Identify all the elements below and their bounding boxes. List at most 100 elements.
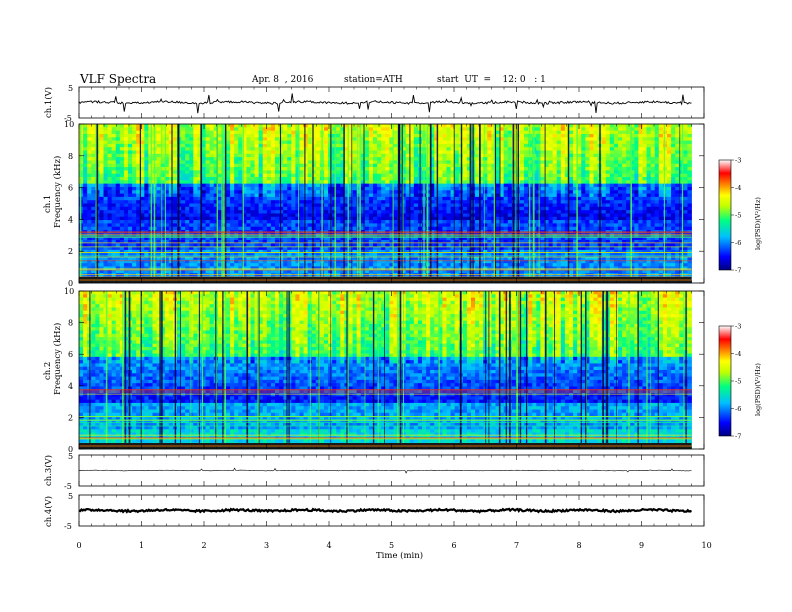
spec-cell: [246, 213, 251, 218]
spec-cell: [291, 196, 296, 201]
spec-cell: [242, 177, 247, 181]
spec-cell: [136, 193, 141, 198]
spec-cell: [226, 203, 231, 208]
spec-cell: [385, 147, 390, 151]
spec-cell: [144, 177, 149, 181]
spec-cell: [307, 177, 313, 181]
spec-cell: [283, 263, 288, 267]
spec-cell: [258, 249, 264, 254]
spec-cell: [487, 163, 492, 168]
spec-cell: [132, 157, 137, 161]
spec-cell: [197, 150, 202, 155]
spec-cell: [352, 130, 358, 135]
spec-cell: [119, 223, 125, 228]
spec-cell: [307, 246, 313, 251]
spec-cell: [168, 143, 174, 148]
spec-cell: [348, 167, 353, 171]
spec-cell: [226, 157, 231, 161]
spec-cell: [250, 249, 255, 254]
spec-cell: [221, 253, 227, 257]
spec-cell: [438, 220, 443, 224]
spec-cell: [107, 183, 113, 188]
spec-cell: [111, 183, 117, 188]
spec-cell: [266, 147, 272, 151]
spec-cell: [99, 253, 104, 257]
spec-cell: [189, 263, 194, 267]
spec-cell: [442, 226, 447, 231]
spec-cell: [483, 253, 488, 257]
spec-cell: [160, 249, 166, 254]
spec-cell: [315, 147, 321, 151]
spec-cell: [99, 180, 104, 185]
spec-cell: [119, 206, 125, 211]
spec-cell: [83, 259, 88, 264]
spec-cell: [360, 213, 366, 218]
spec-cell: [311, 259, 317, 264]
spec-cell: [217, 243, 223, 247]
spec-cell: [381, 220, 386, 224]
spec-cell: [144, 137, 149, 141]
spec-cell: [348, 157, 353, 161]
spec-cell: [189, 130, 194, 135]
spec-cell: [189, 259, 194, 264]
spec-cell: [336, 183, 341, 188]
spec-cell: [230, 163, 235, 168]
spec-cell: [373, 259, 378, 264]
spec-cell: [438, 173, 443, 178]
spec-cell: [193, 196, 198, 201]
spec-cell: [132, 190, 137, 194]
spec-cell: [136, 173, 141, 178]
spec-cell: [336, 127, 341, 132]
spec-cell: [393, 140, 398, 145]
spec-cell: [483, 177, 488, 181]
spec-cell: [246, 236, 251, 241]
spec-cell: [315, 246, 321, 251]
spec-cell: [197, 266, 202, 271]
spec-cell: [487, 193, 492, 198]
spec-cell: [193, 163, 198, 168]
spec-cell: [377, 213, 382, 218]
spec-cell: [115, 220, 121, 224]
spec-cell: [156, 256, 162, 261]
spec-cell: [307, 203, 313, 208]
spec-cell: [164, 263, 170, 267]
spec-cell: [99, 177, 104, 181]
spec-cell: [377, 133, 382, 138]
spec-cell: [123, 263, 129, 267]
spec-cell: [189, 196, 194, 201]
spec-cell: [250, 140, 255, 145]
spec-cell: [254, 157, 260, 161]
spec-cell: [291, 210, 296, 214]
spec-cell: [201, 203, 206, 208]
spec-cell: [262, 167, 268, 171]
spec-cell: [213, 133, 219, 138]
spec-cell: [368, 160, 374, 165]
spec-cell: [87, 153, 92, 158]
spec-cell: [270, 130, 276, 135]
spec-cell: [226, 133, 231, 138]
spec-cell: [495, 259, 500, 264]
spec-cell: [205, 269, 211, 274]
spec-cell: [172, 137, 178, 141]
spec-cell: [373, 203, 378, 208]
spec-cell: [368, 213, 374, 218]
spec-cell: [250, 269, 255, 274]
spec-cell: [99, 249, 104, 254]
spec-cell: [328, 170, 333, 175]
spec-cell: [242, 130, 247, 135]
spec-cell: [83, 170, 88, 175]
spec-cell: [99, 226, 104, 231]
spec-cell: [209, 213, 215, 218]
spec-cell: [324, 263, 329, 267]
spec-cell: [160, 183, 166, 188]
spec-cell: [201, 177, 206, 181]
spec-cell: [462, 143, 468, 148]
spec-cell: [324, 200, 329, 204]
spec-cell: [238, 216, 243, 221]
spec-cell: [454, 157, 460, 161]
spec-cell: [381, 177, 386, 181]
spec-cell: [454, 160, 460, 165]
spec-cell: [132, 256, 137, 261]
spec-cell: [295, 173, 300, 178]
